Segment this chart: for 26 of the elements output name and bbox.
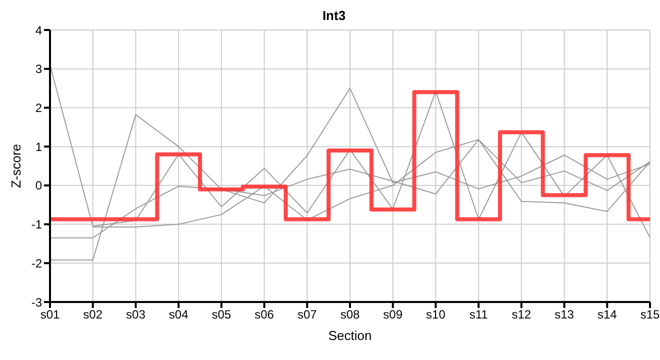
x-tick-label: s10 xyxy=(426,308,446,322)
x-tick-label: s15 xyxy=(640,308,660,322)
x-tick-label: s04 xyxy=(168,308,189,322)
x-tick-label: s01 xyxy=(40,308,60,322)
y-tick-label: 4 xyxy=(35,23,42,38)
x-tick-label: s11 xyxy=(469,308,488,322)
x-tick-label: s13 xyxy=(554,308,574,322)
y-tick-label: 3 xyxy=(35,62,42,76)
x-tick-label: s03 xyxy=(126,308,146,322)
x-tick-label: s12 xyxy=(512,308,532,322)
y-tick-label: 1 xyxy=(35,140,42,154)
y-axis-title: Z-score xyxy=(8,144,24,188)
x-axis-title: Section xyxy=(328,328,372,343)
x-tick-label: s09 xyxy=(383,308,403,322)
x-tick-label: s02 xyxy=(83,308,103,322)
x-tick-label: s07 xyxy=(297,308,318,322)
y-tick-label: -2 xyxy=(31,256,42,270)
y-tick-label: -3 xyxy=(31,295,42,310)
x-tick-label: s08 xyxy=(340,308,360,322)
x-tick-label: s06 xyxy=(254,308,274,322)
x-tick-label: s14 xyxy=(597,308,618,322)
chart-title: Int3 xyxy=(321,8,347,23)
x-tick-label: s05 xyxy=(212,308,232,322)
y-tick-label: 0 xyxy=(35,178,42,193)
y-tick-label: 2 xyxy=(35,100,42,115)
y-tick-label: -1 xyxy=(31,218,42,232)
